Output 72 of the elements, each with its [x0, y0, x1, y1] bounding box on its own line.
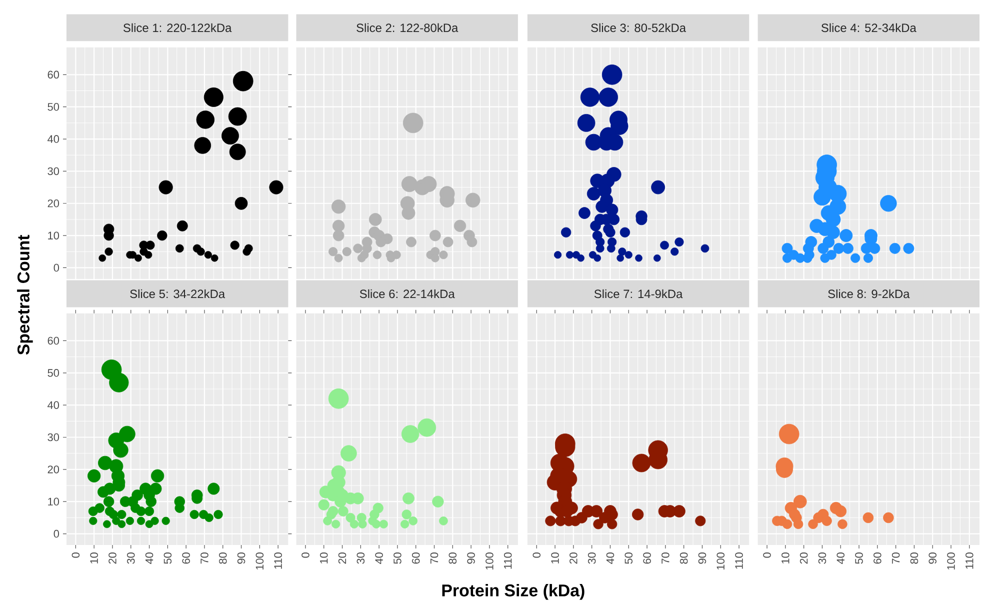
x-tick-label: 40	[606, 552, 614, 564]
y-tick-label: 60	[48, 70, 60, 79]
x-tick-label: 50	[855, 552, 863, 564]
x-axis-title: Protein Size (kDa)	[442, 584, 584, 600]
x-tick-label: 0	[763, 552, 771, 558]
x-tick-label: 10	[320, 552, 328, 564]
x-tick-label: 80	[218, 552, 227, 564]
chart-title: Slice 8: 9-2kDa	[828, 289, 910, 298]
x-tick-label: 80	[680, 552, 688, 564]
x-tick-label: 90	[928, 552, 936, 564]
x-tick-label: 70	[662, 552, 670, 564]
x-tick-label: 0	[532, 552, 541, 558]
x-tick-label: 60	[643, 552, 651, 564]
y-tick-label: 20	[48, 200, 60, 208]
x-tick-label: 0	[302, 552, 310, 558]
x-tick-label: 20	[108, 552, 116, 564]
x-tick-label: 100	[716, 552, 725, 570]
x-tick-label: 10	[782, 552, 790, 564]
x-tick-label: 50	[164, 552, 172, 564]
chart-title: Slice 2: 122-80kDa	[356, 23, 458, 32]
x-tick-label: 110	[966, 552, 974, 569]
x-tick-label: 80	[448, 552, 457, 564]
y-tick-label: 0	[54, 264, 60, 272]
y-tick-label: 20	[48, 466, 60, 474]
x-tick-label: 90	[698, 552, 706, 564]
y-axis-title: Spectral Count	[17, 235, 33, 355]
y-tick-label: 50	[48, 369, 60, 377]
x-tick-label: 90	[467, 552, 475, 564]
x-tick-label: 60	[874, 552, 882, 564]
x-tick-label: 110	[504, 552, 512, 569]
x-tick-label: 10	[90, 552, 98, 564]
x-tick-label: 40	[836, 552, 844, 564]
x-tick-label: 10	[551, 552, 559, 564]
y-tick-label: 10	[48, 498, 60, 506]
x-tick-label: 50	[394, 552, 402, 564]
y-tick-label: 40	[48, 135, 60, 144]
x-tick-label: 110	[274, 552, 282, 569]
x-tick-label: 40	[375, 552, 383, 564]
x-tick-label: 100	[947, 552, 955, 570]
chart-title: Slice 4: 52-34kDa	[821, 23, 916, 32]
x-tick-label: 90	[237, 552, 246, 564]
x-tick-label: 70	[430, 552, 438, 564]
chart-title: Slice 7: 14-9kDa	[594, 289, 683, 298]
x-tick-label: 30	[127, 552, 135, 564]
x-tick-label: 30	[356, 552, 365, 564]
chart-title: Slice 5: 34-22kDa	[130, 289, 226, 298]
x-tick-label: 100	[486, 552, 494, 570]
chart-title: Slice 3: 80-52kDa	[591, 23, 686, 32]
x-tick-label: 60	[412, 552, 420, 564]
y-tick-label: 0	[54, 530, 60, 538]
y-tick-label: 30	[48, 433, 60, 442]
chart-title: Slice 6: 22-14kDa	[360, 289, 455, 298]
x-tick-label: 110	[735, 552, 743, 569]
x-tick-label: 40	[145, 552, 154, 564]
x-tick-label: 70	[200, 552, 208, 564]
x-tick-label: 30	[588, 552, 596, 564]
x-tick-label: 20	[338, 552, 346, 564]
x-tick-label: 80	[910, 552, 918, 564]
chart-title: Slice 1: 220-122kDa	[123, 23, 232, 32]
y-tick-label: 40	[48, 401, 60, 410]
x-tick-label: 20	[800, 552, 808, 564]
x-tick-label: 30	[818, 552, 826, 564]
y-tick-label: 50	[48, 103, 60, 111]
x-tick-label: 50	[624, 552, 633, 564]
x-tick-label: 0	[72, 552, 80, 558]
x-tick-label: 20	[570, 552, 578, 564]
x-tick-label: 70	[892, 552, 900, 564]
y-tick-label: 30	[48, 167, 60, 176]
y-tick-label: 10	[48, 232, 60, 240]
y-tick-label: 60	[48, 336, 60, 345]
x-tick-label: 100	[256, 552, 264, 570]
x-tick-label: 60	[182, 552, 190, 564]
